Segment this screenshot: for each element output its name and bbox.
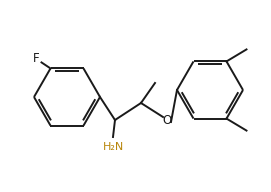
- Text: O: O: [162, 113, 172, 127]
- Text: H₂N: H₂N: [102, 142, 124, 152]
- Text: F: F: [33, 52, 40, 65]
